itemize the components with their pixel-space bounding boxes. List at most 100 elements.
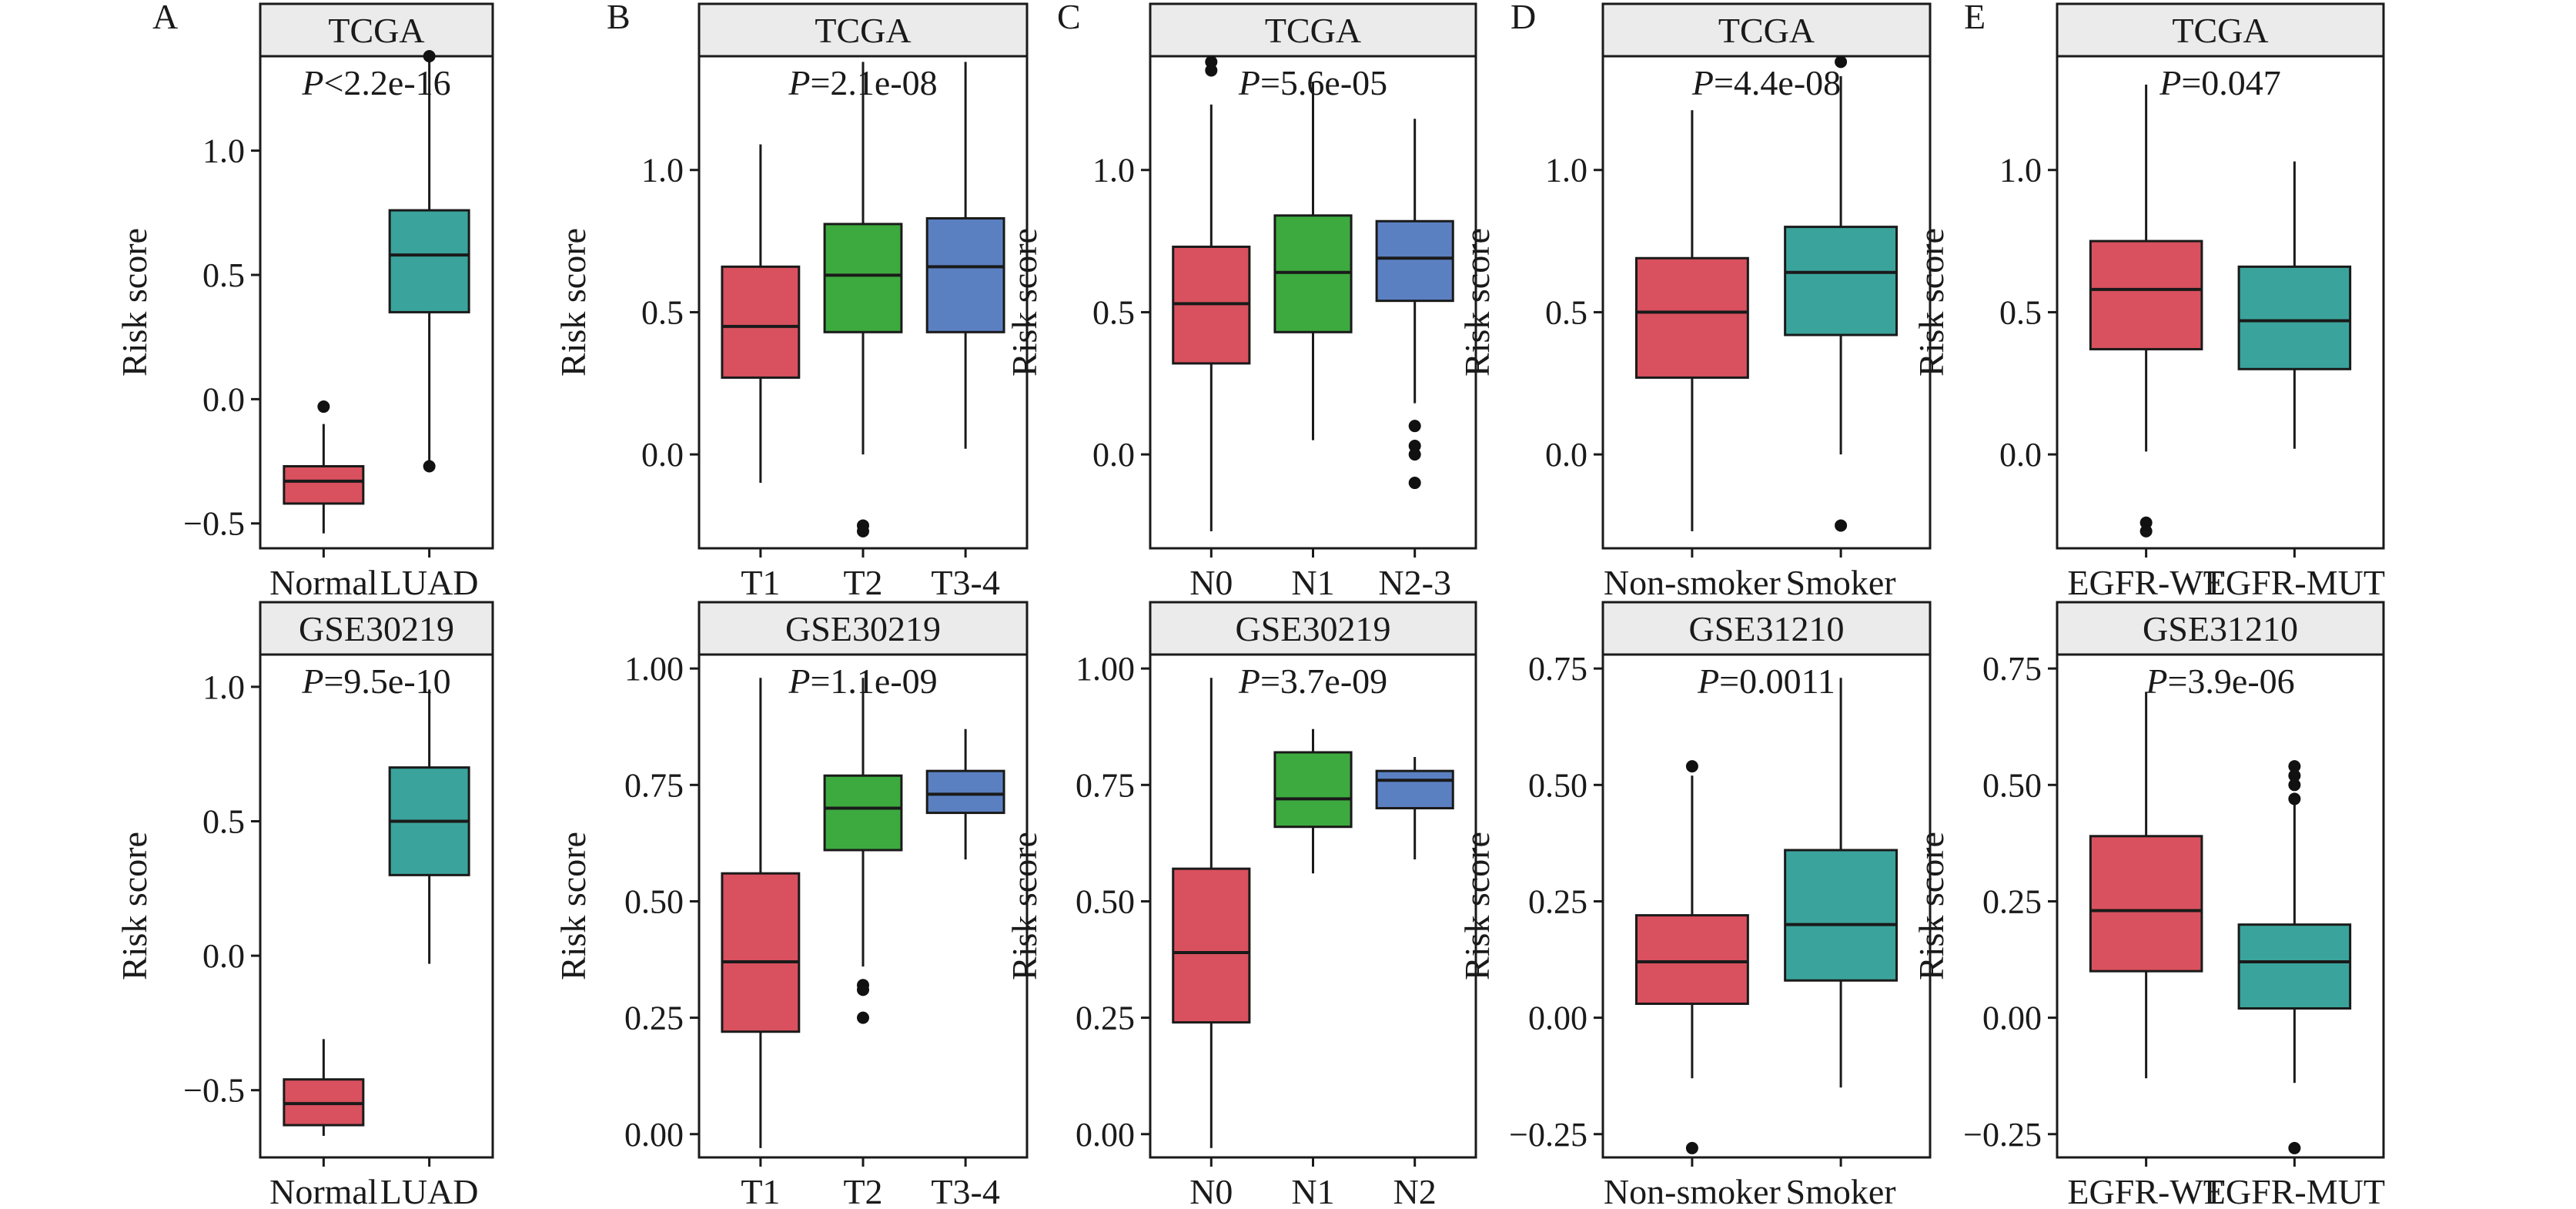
x-tick-label: Normal (269, 1172, 378, 1209)
outlier-point (1408, 477, 1421, 490)
y-tick-label: 0.00 (1528, 1000, 1587, 1037)
strip-header (1149, 601, 1477, 656)
box-body (721, 265, 801, 379)
outlier-point (423, 460, 436, 473)
panel-9: GSE31210 −0.25 0.00 0.25 0.50 0.75 Risk score N… (1457, 601, 1932, 1209)
panel-letter: D (1510, 0, 1536, 36)
x-tick-label: T1 (741, 1172, 780, 1209)
box-body (1375, 219, 1454, 303)
box-egfr-wt (2089, 84, 2203, 538)
x-tick-label: EGFR-MUT (2204, 563, 2385, 602)
y-tick-label: 0.25 (1076, 1000, 1135, 1037)
outlier-point (317, 400, 330, 414)
outlier-point (1205, 55, 1218, 69)
box-t2 (823, 678, 903, 1024)
box-smoker (1784, 678, 1899, 1088)
y-axis-title: Risk score (115, 228, 154, 377)
y-axis-title: Risk score (1912, 832, 1951, 980)
y-tick-label: 1.0 (1092, 152, 1135, 189)
panel-4: TCGA D 0.0 0.5 1.0 Risk score Non-smoker Smoker… (1457, 0, 1932, 602)
outlier-point (2288, 792, 2301, 805)
y-tick-label: 0.0 (202, 937, 245, 975)
strip-label: GSE31210 (2143, 609, 2298, 648)
box-n2 (1375, 757, 1454, 860)
y-tick-label: 0.50 (624, 882, 684, 920)
box-body (1634, 914, 1749, 1005)
y-axis-title: Risk score (115, 832, 154, 980)
box-egfr-mut (2237, 161, 2352, 449)
y-tick-label: 0.0 (1092, 436, 1135, 474)
y-tick-label: 0.0 (1545, 436, 1587, 474)
strip-label: TCGA (815, 11, 911, 50)
strip-header (1149, 2, 1477, 58)
x-tick-label: N2 (1393, 1172, 1437, 1209)
y-axis-title: Risk score (1005, 228, 1044, 377)
panel-6: GSE30219 −0.5 0.0 0.5 1.0 Risk score Normal LUA… (115, 601, 494, 1209)
box-body (721, 872, 801, 1033)
strip-label: GSE30219 (1236, 609, 1391, 648)
outlier-point (1408, 448, 1421, 461)
strip-label: TCGA (328, 11, 424, 50)
x-tick-label: Smoker (1786, 563, 1896, 602)
box-body (1273, 751, 1353, 829)
p-value-label: P=9.5e-10 (301, 661, 450, 701)
y-tick-label: 0.0 (641, 436, 684, 474)
box-body (823, 223, 903, 333)
y-tick-label: 0.00 (1982, 1000, 2042, 1037)
outlier-point (1205, 64, 1218, 77)
strip-header (259, 601, 494, 656)
box-non-smoker (1634, 760, 1749, 1154)
panel-letter: A (152, 0, 178, 36)
x-tick-label: EGFR-MUT (2204, 1172, 2385, 1209)
box-body (1784, 849, 1899, 982)
outlier-point (1685, 1141, 1698, 1154)
box-body (283, 465, 365, 505)
y-axis-title: Risk score (1005, 832, 1044, 980)
y-tick-label: 0.75 (624, 766, 684, 804)
x-tick-label: N2-3 (1378, 563, 1451, 602)
outlier-point (1835, 519, 1848, 532)
box-body (1375, 769, 1454, 810)
box-luad (388, 50, 470, 473)
y-tick-label: 1.0 (641, 152, 684, 189)
x-tick-label: T2 (843, 1172, 882, 1209)
y-tick-label: 1.0 (1545, 152, 1587, 189)
box-t1 (721, 144, 801, 484)
strip-header (1601, 601, 1932, 656)
strip-label: GSE30219 (785, 609, 941, 648)
box-body (2237, 265, 2352, 370)
y-tick-label: 0.0 (202, 380, 245, 418)
panel-10: GSE31210 −0.25 0.00 0.25 0.50 0.75 Risk score E… (1912, 601, 2385, 1209)
box-smoker (1784, 55, 1899, 532)
y-tick-label: 0.5 (641, 293, 684, 331)
y-tick-label: 0.75 (1076, 766, 1135, 804)
outlier-point (1835, 55, 1848, 69)
x-tick-label: N1 (1291, 563, 1334, 602)
y-tick-label: 0.5 (202, 256, 245, 294)
panel-2: TCGA B 0.0 0.5 1.0 Risk score T1 T2 T3-4 P=2.1e-0… (554, 0, 1029, 602)
y-tick-label: −0.5 (183, 1072, 245, 1110)
box-body (2237, 923, 2352, 1010)
outlier-point (2139, 516, 2153, 529)
strip-header (698, 2, 1029, 58)
panel-letter: C (1057, 0, 1081, 36)
box-t3-4 (925, 728, 1005, 860)
y-tick-label: 0.75 (1528, 650, 1587, 688)
y-tick-label: −0.5 (183, 505, 245, 543)
box-body (1172, 867, 1251, 1024)
box-egfr-mut (2237, 760, 2352, 1154)
x-tick-label: EGFR-WT (2067, 563, 2224, 602)
strip-label: TCGA (1265, 11, 1361, 50)
box-n0 (1172, 678, 1251, 1148)
outlier-point (1408, 420, 1421, 433)
outlier-point (2288, 760, 2301, 773)
y-axis-title: Risk score (1457, 832, 1497, 980)
y-tick-label: 0.00 (1076, 1116, 1135, 1154)
p-value-label: P=1.1e-09 (788, 661, 937, 701)
y-axis-title: Risk score (554, 228, 593, 377)
x-tick-label: T3-4 (931, 1172, 999, 1209)
x-tick-label: Non-smoker (1604, 563, 1781, 602)
box-body (2089, 835, 2203, 973)
box-t1 (721, 678, 801, 1148)
